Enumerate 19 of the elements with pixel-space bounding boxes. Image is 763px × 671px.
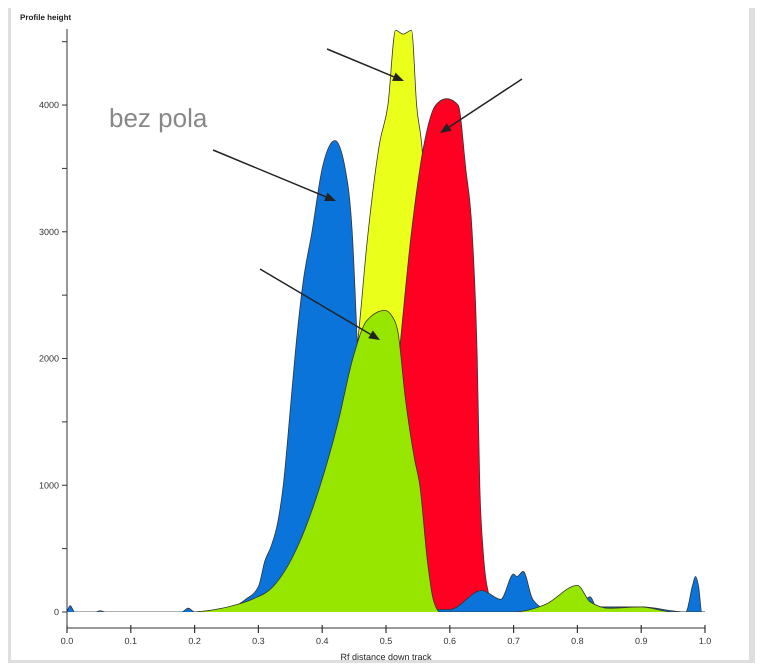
y-tick-label: 1000 [38, 480, 59, 490]
x-tick-label: 0.2 [188, 636, 201, 646]
x-tick-label: 0.8 [571, 636, 584, 646]
x-axis-title: Rf distance down track [340, 652, 432, 662]
x-tick-label: 0.0 [60, 636, 74, 646]
y-tick-label: 0 [54, 607, 59, 618]
y-tick-label: 3000 [38, 226, 59, 237]
x-tick-label: 0.6 [444, 636, 456, 646]
x-tick-label: 0.5 [380, 636, 392, 646]
annotation: bez pola [109, 103, 208, 134]
x-tick-label: 0.1 [124, 636, 138, 646]
x-tick-label: 0.7 [507, 636, 520, 646]
y-axis-title: Profile height [20, 13, 72, 22]
x-tick-label: 0.4 [316, 636, 328, 646]
x-tick-label: 0.3 [252, 636, 265, 646]
x-tick-label: 1.0 [698, 636, 712, 646]
y-tick-label: 2000 [38, 354, 59, 364]
y-tick-label: 4000 [38, 100, 59, 110]
x-tick-label: 0.9 [634, 636, 648, 646]
